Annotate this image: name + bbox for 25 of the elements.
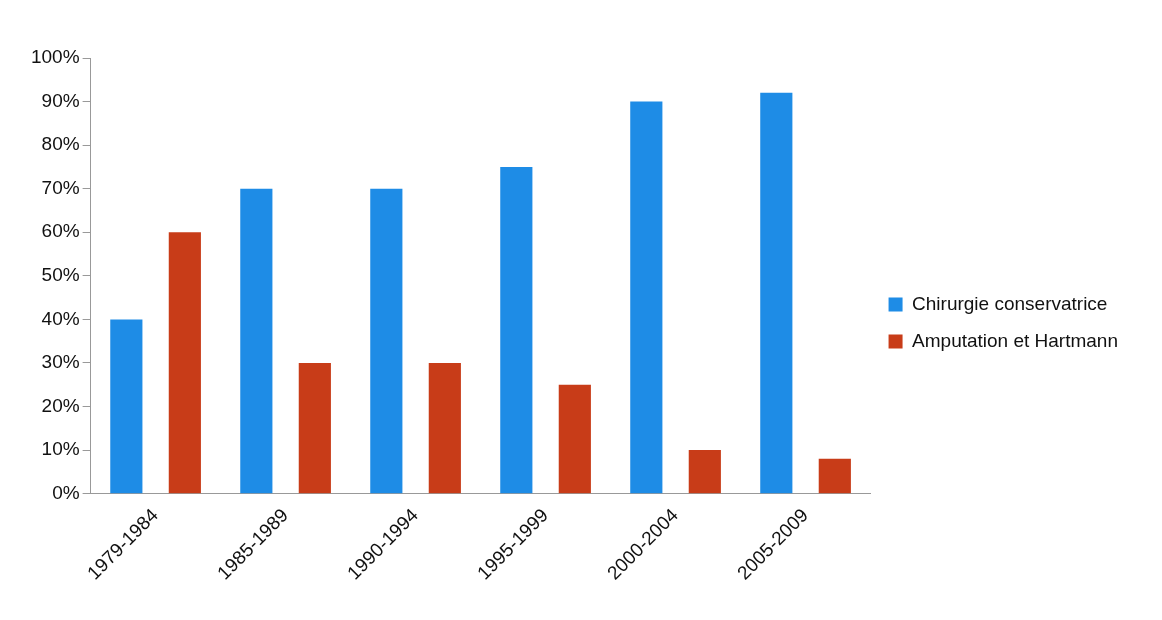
bar [760,92,793,494]
legend-label: Amputation et Hartmann [912,329,1119,351]
y-tick-label: 100% [30,46,80,68]
y-tick-label: 60% [41,220,80,242]
y-tick-label: 10% [41,438,80,460]
bar [630,101,663,494]
y-tick-label: 90% [41,89,80,111]
bar [298,362,331,494]
y-tick-label: 70% [41,176,80,198]
bar [500,166,533,494]
y-tick-label: 0% [52,481,80,503]
y-tick-label: 50% [41,264,80,286]
bar [110,319,143,494]
bar [168,232,201,494]
bar [240,188,273,494]
legend-label: Chirurgie conservatrice [912,292,1108,314]
bar [558,384,591,494]
bar [688,450,721,494]
bar [370,188,403,494]
y-tick-label: 20% [41,394,80,416]
bar [428,362,461,494]
y-tick-label: 30% [41,351,80,373]
y-tick-label: 40% [41,307,80,329]
y-tick-label: 80% [41,133,80,155]
bar [818,458,851,494]
